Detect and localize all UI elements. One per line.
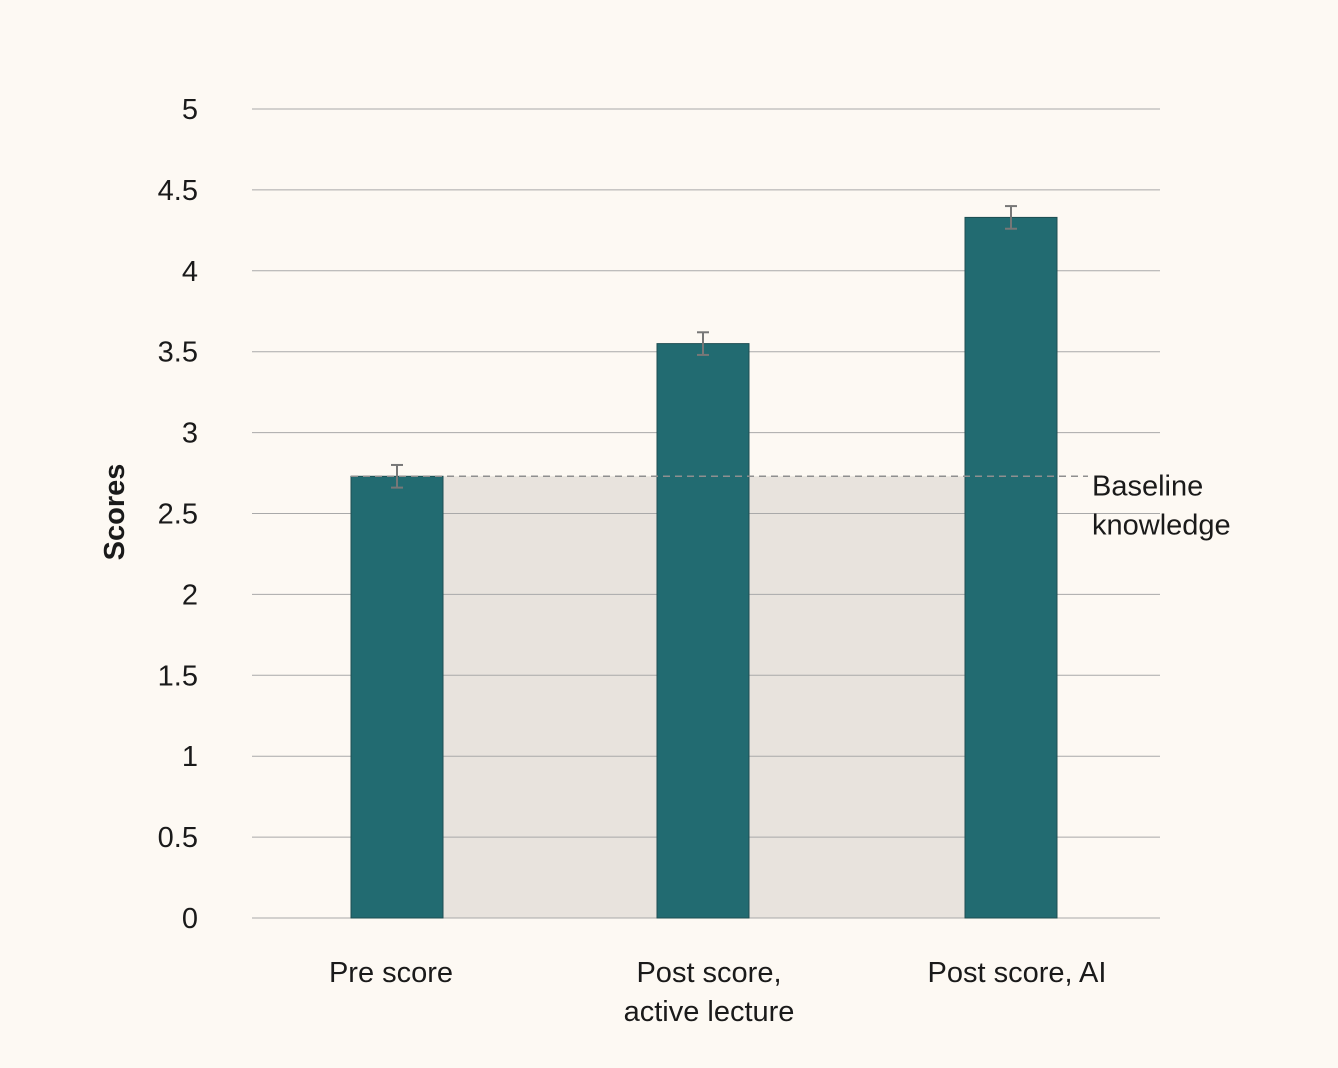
category-label: Post score, AI (928, 957, 1107, 989)
bar (656, 343, 750, 919)
category-label: Pre score (329, 957, 453, 989)
bar (350, 475, 444, 919)
y-tick-label: 0.5 (158, 822, 198, 854)
category-label-line: Post score, AI (928, 957, 1107, 989)
error-bar (1005, 205, 1017, 230)
baseline-annotation-line: Baseline (1092, 470, 1203, 502)
category-label-line: Pre score (329, 957, 453, 989)
y-tick-label: 2.5 (158, 499, 198, 531)
baseline-annotation: Baseline knowledge (1092, 470, 1231, 541)
y-tick-label: 0 (182, 903, 198, 935)
y-tick-label: 4 (182, 256, 198, 288)
category-label-line: active lecture (624, 996, 795, 1028)
y-axis-title: Scores (99, 464, 131, 561)
y-tick-label: 5 (182, 94, 198, 126)
error-bar (697, 331, 709, 356)
y-tick-label: 1.5 (158, 660, 198, 692)
y-tick-label: 1 (182, 741, 198, 773)
y-tick-label: 4.5 (158, 175, 198, 207)
y-tick-label: 3.5 (158, 337, 198, 369)
error-bar (391, 463, 403, 489)
category-label: Post score, active lecture (624, 957, 795, 1028)
category-label-line: Post score, (636, 957, 781, 989)
y-tick-label: 2 (182, 579, 198, 611)
baseline-annotation-line: knowledge (1092, 509, 1231, 541)
y-tick-label: 3 (182, 418, 198, 450)
bar (964, 216, 1058, 919)
